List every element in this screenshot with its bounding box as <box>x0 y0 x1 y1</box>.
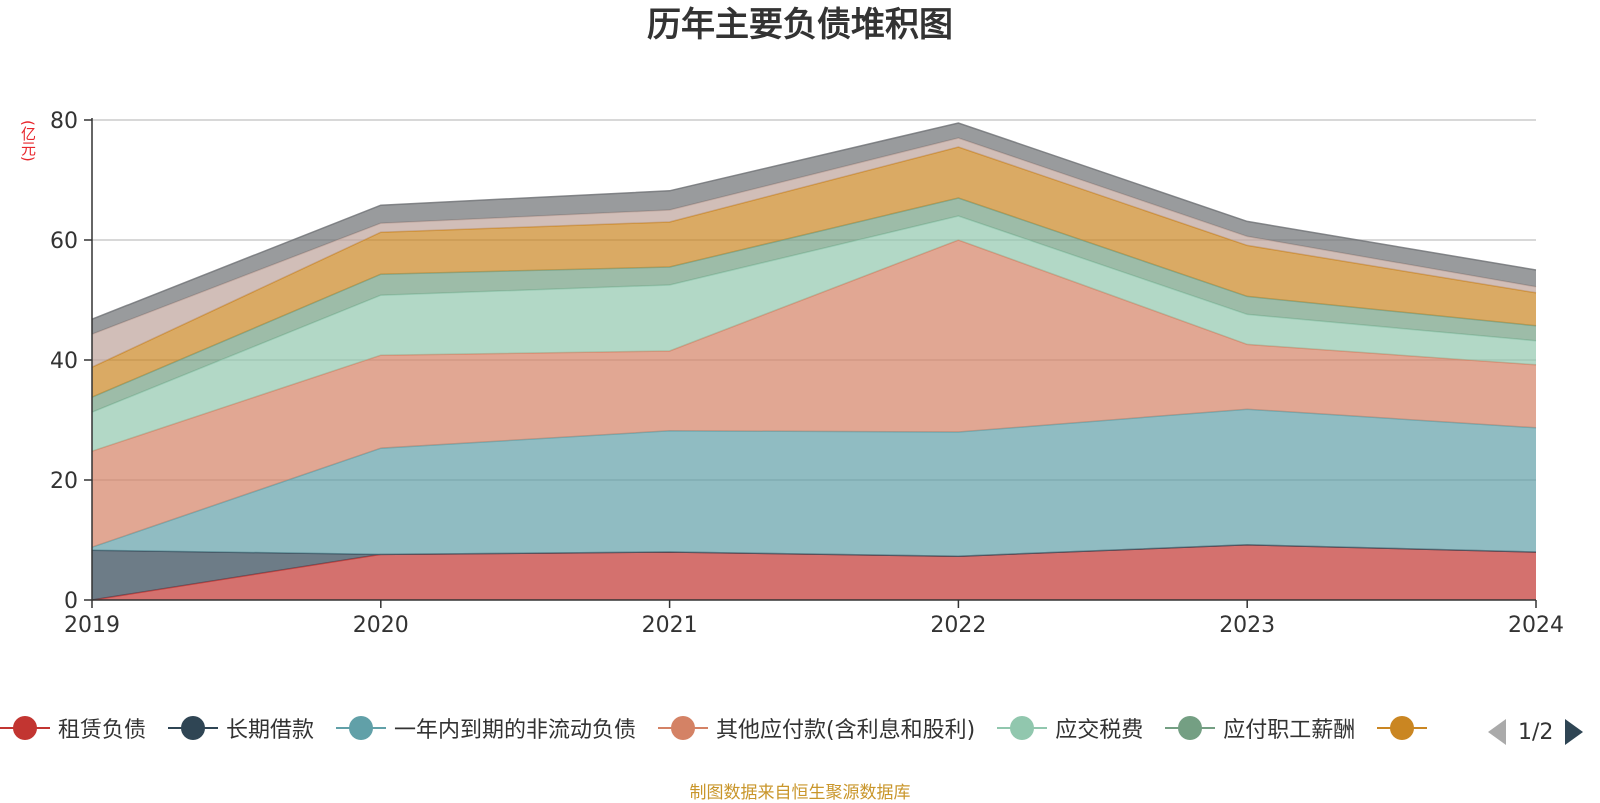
legend-marker-icon <box>0 716 50 740</box>
legend-label: 其他应付款(含利息和股利) <box>716 718 976 743</box>
area-series-6 <box>92 147 1536 398</box>
legend-item-0[interactable]: 租赁负债 <box>0 712 146 744</box>
legend-page-indicator: 1/2 <box>1518 719 1554 745</box>
legend-next-icon[interactable] <box>1565 719 1584 745</box>
axes: 0 20 40 60 80 2019 2020 2021 2022 2023 2024 <box>50 109 1564 638</box>
chart-title: 历年主要负债堆积图 <box>647 5 953 45</box>
legend-marker-icon <box>1377 716 1428 740</box>
y-tick-label-1: 20 <box>50 469 78 494</box>
area-series-8 <box>92 123 1536 335</box>
legend-label: 长期借款 <box>226 718 315 743</box>
area-series-3 <box>92 240 1536 548</box>
legend-label: 应付职工薪酬 <box>1223 718 1356 743</box>
legend-label: 应交税费 <box>1055 718 1144 743</box>
area-series-4 <box>92 216 1536 452</box>
area-series-7 <box>92 138 1536 368</box>
legend-item-6[interactable] <box>1377 716 1435 740</box>
stacked-area-chart: 0 20 40 60 80 2019 2020 2021 2022 2023 2024 <box>50 109 1564 638</box>
legend-item-1[interactable]: 长期借款 <box>168 712 314 744</box>
area-series-5 <box>92 198 1536 413</box>
legend-label: 租赁负债 <box>58 718 147 743</box>
y-tick-label-3: 60 <box>50 229 78 254</box>
y-axis-unit-label: (亿元) <box>19 120 37 162</box>
x-tick-label-3: 2022 <box>930 613 986 638</box>
x-tick-label-0: 2019 <box>64 613 120 638</box>
legend-marker-icon <box>997 716 1048 740</box>
y-tick-label-0: 0 <box>64 589 78 614</box>
legend-prev-icon[interactable] <box>1488 719 1506 745</box>
legend-pager: 1/2 <box>1488 714 1600 750</box>
legend-marker-icon <box>658 716 709 740</box>
legend-marker-icon <box>336 716 387 740</box>
legend: 租赁负债 长期借款 一年内到期的非流动负债 其他应付款(含利息和股利) 应交税费 应付职工… <box>0 710 1460 746</box>
x-tick-label-1: 2020 <box>353 613 409 638</box>
legend-marker-icon <box>1165 716 1216 740</box>
legend-item-2[interactable]: 一年内到期的非流动负债 <box>336 712 636 744</box>
x-tick-label-5: 2024 <box>1508 613 1564 638</box>
area-series-0 <box>92 544 1536 600</box>
legend-item-5[interactable]: 应付职工薪酬 <box>1165 712 1355 744</box>
area-series-line-8 <box>91 122 1537 320</box>
area-series-2 <box>92 409 1536 557</box>
x-tick-label-4: 2023 <box>1219 613 1275 638</box>
area-series <box>91 122 1537 601</box>
source-note: 制图数据来自恒生聚源数据库 <box>689 783 911 803</box>
legend-item-3[interactable]: 其他应付款(含利息和股利) <box>658 712 975 744</box>
legend-label: 一年内到期的非流动负债 <box>394 718 637 743</box>
legend-marker-icon <box>168 716 219 740</box>
y-tick-label-2: 40 <box>50 349 78 374</box>
y-tick-label-4: 80 <box>50 109 78 134</box>
x-tick-label-2: 2021 <box>642 613 698 638</box>
legend-item-4[interactable]: 应交税费 <box>997 712 1143 744</box>
